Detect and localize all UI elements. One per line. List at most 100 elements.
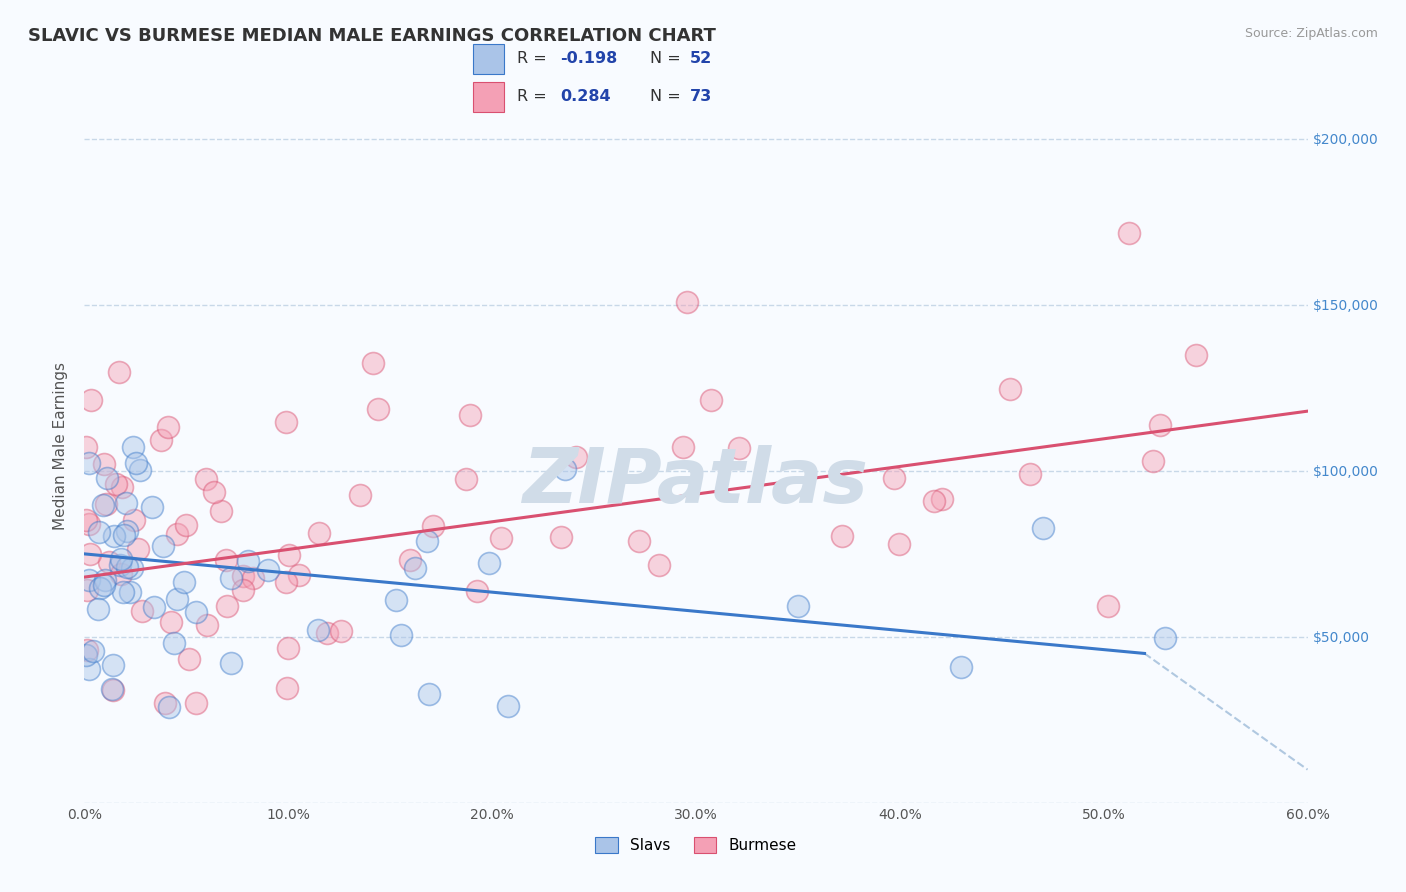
Point bbox=[195, 472, 218, 486]
Point bbox=[103, 529, 125, 543]
Point bbox=[256, 562, 278, 576]
Point bbox=[215, 599, 238, 613]
Bar bbox=[474, 44, 505, 74]
Point bbox=[97, 555, 120, 569]
Point bbox=[404, 561, 426, 575]
Point bbox=[307, 623, 329, 637]
Point bbox=[157, 700, 180, 714]
Point bbox=[478, 556, 501, 570]
Point bbox=[454, 472, 477, 486]
Point bbox=[112, 528, 135, 542]
Y-axis label: Median Male Earnings: Median Male Earnings bbox=[53, 362, 69, 530]
Point bbox=[121, 560, 143, 574]
Bar bbox=[474, 82, 505, 112]
Legend: Slavs, Burmese: Slavs, Burmese bbox=[589, 831, 803, 859]
Point bbox=[415, 534, 437, 549]
Point bbox=[308, 526, 330, 541]
Point bbox=[89, 581, 111, 595]
Point bbox=[950, 659, 973, 673]
Text: Source: ZipAtlas.com: Source: ZipAtlas.com bbox=[1244, 27, 1378, 40]
Point bbox=[76, 643, 98, 657]
Point bbox=[1018, 467, 1040, 481]
Point bbox=[276, 415, 298, 429]
Point bbox=[152, 539, 174, 553]
Point bbox=[232, 582, 254, 597]
Point bbox=[122, 513, 145, 527]
Point bbox=[149, 434, 172, 448]
Point bbox=[1118, 226, 1140, 240]
Point bbox=[931, 491, 953, 506]
Point bbox=[1142, 454, 1164, 468]
Point bbox=[101, 682, 124, 697]
Text: -0.198: -0.198 bbox=[560, 51, 617, 66]
Point bbox=[104, 477, 127, 491]
Point bbox=[391, 627, 413, 641]
Point bbox=[242, 571, 264, 585]
Point bbox=[349, 488, 371, 502]
Text: R =: R = bbox=[516, 51, 551, 66]
Point bbox=[111, 480, 134, 494]
Point bbox=[131, 604, 153, 618]
Point bbox=[96, 497, 118, 511]
Point bbox=[80, 393, 103, 408]
Point bbox=[77, 456, 100, 470]
Point bbox=[157, 420, 180, 434]
Point bbox=[166, 527, 188, 541]
Point bbox=[458, 408, 481, 422]
Point bbox=[1185, 348, 1208, 362]
Point bbox=[75, 440, 97, 454]
Text: R =: R = bbox=[516, 89, 551, 104]
Point bbox=[184, 606, 207, 620]
Point bbox=[129, 463, 152, 477]
Point bbox=[496, 699, 519, 714]
Point bbox=[232, 569, 254, 583]
Point bbox=[177, 652, 200, 666]
Point bbox=[465, 583, 488, 598]
Point bbox=[1149, 417, 1171, 432]
Point bbox=[141, 500, 163, 514]
Point bbox=[1032, 520, 1054, 534]
Point bbox=[195, 618, 218, 632]
Point bbox=[75, 648, 97, 663]
Point bbox=[274, 574, 297, 589]
Point bbox=[76, 583, 98, 598]
Point bbox=[125, 456, 148, 470]
Point bbox=[924, 494, 946, 508]
Point bbox=[361, 356, 384, 370]
Point bbox=[93, 457, 115, 471]
Point bbox=[276, 681, 298, 695]
Point bbox=[202, 485, 225, 500]
Point bbox=[160, 615, 183, 629]
Point bbox=[77, 573, 100, 587]
Point bbox=[277, 641, 299, 656]
Point bbox=[111, 585, 134, 599]
Point bbox=[565, 450, 588, 465]
Point bbox=[142, 599, 165, 614]
Text: N =: N = bbox=[650, 89, 686, 104]
Point bbox=[418, 687, 440, 701]
Point bbox=[176, 518, 198, 533]
Point bbox=[110, 552, 132, 566]
Point bbox=[77, 662, 100, 676]
Point bbox=[367, 402, 389, 417]
Point bbox=[166, 592, 188, 607]
Point bbox=[79, 547, 101, 561]
Point bbox=[186, 696, 208, 710]
Text: 73: 73 bbox=[690, 89, 711, 104]
Point bbox=[236, 554, 259, 568]
Point bbox=[75, 513, 97, 527]
Point bbox=[422, 519, 444, 533]
Point bbox=[103, 683, 125, 698]
Point bbox=[87, 524, 110, 539]
Point bbox=[77, 517, 100, 532]
Point bbox=[330, 624, 353, 638]
Point bbox=[101, 657, 124, 672]
Point bbox=[831, 529, 853, 543]
Point bbox=[728, 441, 751, 455]
Point bbox=[672, 440, 695, 454]
Point bbox=[114, 496, 136, 510]
Point bbox=[209, 504, 232, 518]
Point bbox=[122, 440, 145, 454]
Point bbox=[627, 533, 650, 548]
Point bbox=[96, 471, 118, 485]
